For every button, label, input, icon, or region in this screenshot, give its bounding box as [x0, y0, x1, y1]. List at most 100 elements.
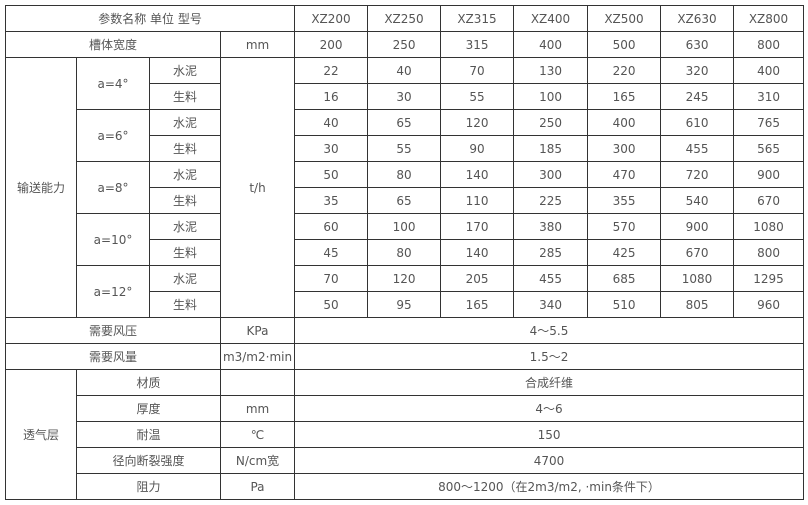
value-cell: 205: [440, 265, 515, 292]
value-cell: 170: [440, 213, 515, 240]
value-cell: 570: [587, 213, 662, 240]
value-cell: 50: [294, 291, 369, 318]
value-cell: 30: [294, 135, 369, 162]
value-cell: 200: [294, 31, 369, 58]
value-cell: 100: [513, 83, 589, 110]
value-cell: 140: [440, 161, 515, 188]
unit-cell: m3/m2·min: [219, 343, 296, 370]
value-cell: 425: [587, 239, 662, 266]
angle-label: a=6°: [76, 109, 150, 162]
angle-label: a=8°: [76, 161, 150, 214]
capacity-row: 生料 35 65 110 225 355 540 670: [6, 187, 805, 214]
model-header: XZ250: [367, 5, 442, 32]
material-label: 生料: [149, 83, 221, 110]
value-cell: 1295: [733, 265, 805, 292]
value-cell: 285: [513, 239, 589, 266]
unit-cell: t/h: [219, 57, 296, 318]
material-label: 水泥: [149, 213, 221, 240]
value-cell: 40: [294, 109, 369, 136]
row-label: 耐温: [76, 421, 221, 448]
layer-row: 厚度 mm 4～6: [6, 395, 805, 422]
value-cell: 120: [367, 265, 442, 292]
value-cell: 720: [660, 161, 735, 188]
value-cell: 630: [660, 31, 735, 58]
value-cell: 320: [660, 57, 735, 84]
value-cell: 50: [294, 161, 369, 188]
value-cell: 245: [660, 83, 735, 110]
value-cell: 380: [513, 213, 589, 240]
value-cell: 95: [367, 291, 442, 318]
value-cell: 225: [513, 187, 589, 214]
row-label: 需要风压: [5, 317, 221, 344]
material-label: 水泥: [149, 109, 221, 136]
value-cell: 70: [440, 57, 515, 84]
row-label: 径向断裂强度: [76, 447, 221, 474]
value-cell: 80: [367, 161, 442, 188]
value-cell: 90: [440, 135, 515, 162]
model-header: XZ200: [294, 5, 369, 32]
value-cell: 65: [367, 109, 442, 136]
value-cell: 900: [660, 213, 735, 240]
value-cell: 45: [294, 239, 369, 266]
value-cell: 455: [513, 265, 589, 292]
value-cell: 80: [367, 239, 442, 266]
value-cell: 1080: [733, 213, 805, 240]
value-cell: 220: [587, 57, 662, 84]
value-cell: 685: [587, 265, 662, 292]
value-cell: 40: [367, 57, 442, 84]
unit-cell: Pa: [219, 473, 296, 500]
angle-label: a=10°: [76, 213, 150, 266]
airflow-row: 需要风量 m3/m2·min 1.5～2: [5, 343, 805, 370]
model-header: XZ500: [587, 5, 662, 32]
capacity-row: 输送能力 a=4° 水泥 t/h 22 40 70 130 220 320 400: [5, 57, 805, 318]
unit-cell: mm: [219, 395, 296, 422]
capacity-row: a=12° 水泥 70 120 205 455 685 1080 1295: [6, 265, 805, 318]
unit-cell: ℃: [219, 421, 296, 448]
row-label: 槽体宽度: [5, 31, 221, 58]
angle-label: a=4°: [76, 57, 150, 110]
value-cell: 22: [294, 57, 369, 84]
value-cell: 400: [513, 31, 589, 58]
value-cell: 合成纤维: [294, 369, 805, 396]
value-cell: 400: [587, 109, 662, 136]
value-cell: 670: [733, 187, 805, 214]
row-label: 厚度: [76, 395, 221, 422]
value-cell: 65: [367, 187, 442, 214]
value-cell: 800: [733, 31, 805, 58]
value-cell: 470: [587, 161, 662, 188]
model-header: XZ400: [513, 5, 589, 32]
value-cell: 165: [587, 83, 662, 110]
value-cell: 100: [367, 213, 442, 240]
material-label: 生料: [149, 291, 221, 318]
capacity-row: a=8° 水泥 50 80 140 300 470 720 900: [6, 161, 805, 214]
value-cell: 120: [440, 109, 515, 136]
model-header: XZ800: [733, 5, 805, 32]
value-cell: 355: [587, 187, 662, 214]
value-cell: 455: [660, 135, 735, 162]
value-cell: 800～1200（在2m3/m2, ·min条件下）: [294, 473, 805, 500]
value-cell: 310: [733, 83, 805, 110]
value-cell: 1.5～2: [294, 343, 805, 370]
unit-cell: [219, 369, 296, 396]
material-label: 生料: [149, 135, 221, 162]
row-label: 材质: [76, 369, 221, 396]
material-label: 水泥: [149, 57, 221, 84]
capacity-row: a=6° 水泥 40 65 120 250 400 610 765: [6, 109, 805, 162]
capacity-row: 生料 45 80 140 285 425 670 800: [6, 239, 805, 266]
value-cell: 130: [513, 57, 589, 84]
pressure-row: 需要风压 KPa 4～5.5: [5, 317, 805, 344]
layer-row: 阻力 Pa 800～1200（在2m3/m2, ·min条件下）: [6, 473, 805, 500]
value-cell: 670: [660, 239, 735, 266]
model-header: XZ630: [660, 5, 735, 32]
value-cell: 500: [587, 31, 662, 58]
header-row: 参数名称 单位 型号 XZ200 XZ250 XZ315 XZ400 XZ500 XZ630…: [4, 5, 805, 32]
value-cell: 765: [733, 109, 805, 136]
value-cell: 4700: [294, 447, 805, 474]
value-cell: 30: [367, 83, 442, 110]
width-row: 槽体宽度 mm 200 250 315 400 500 630 800: [5, 31, 805, 58]
value-cell: 900: [733, 161, 805, 188]
spec-table: 参数名称 单位 型号 XZ200 XZ250 XZ315 XZ400 XZ500 XZ630…: [4, 5, 805, 500]
value-cell: 250: [513, 109, 589, 136]
value-cell: 610: [660, 109, 735, 136]
layer-row: 径向断裂强度 N/cm宽 4700: [6, 447, 805, 474]
